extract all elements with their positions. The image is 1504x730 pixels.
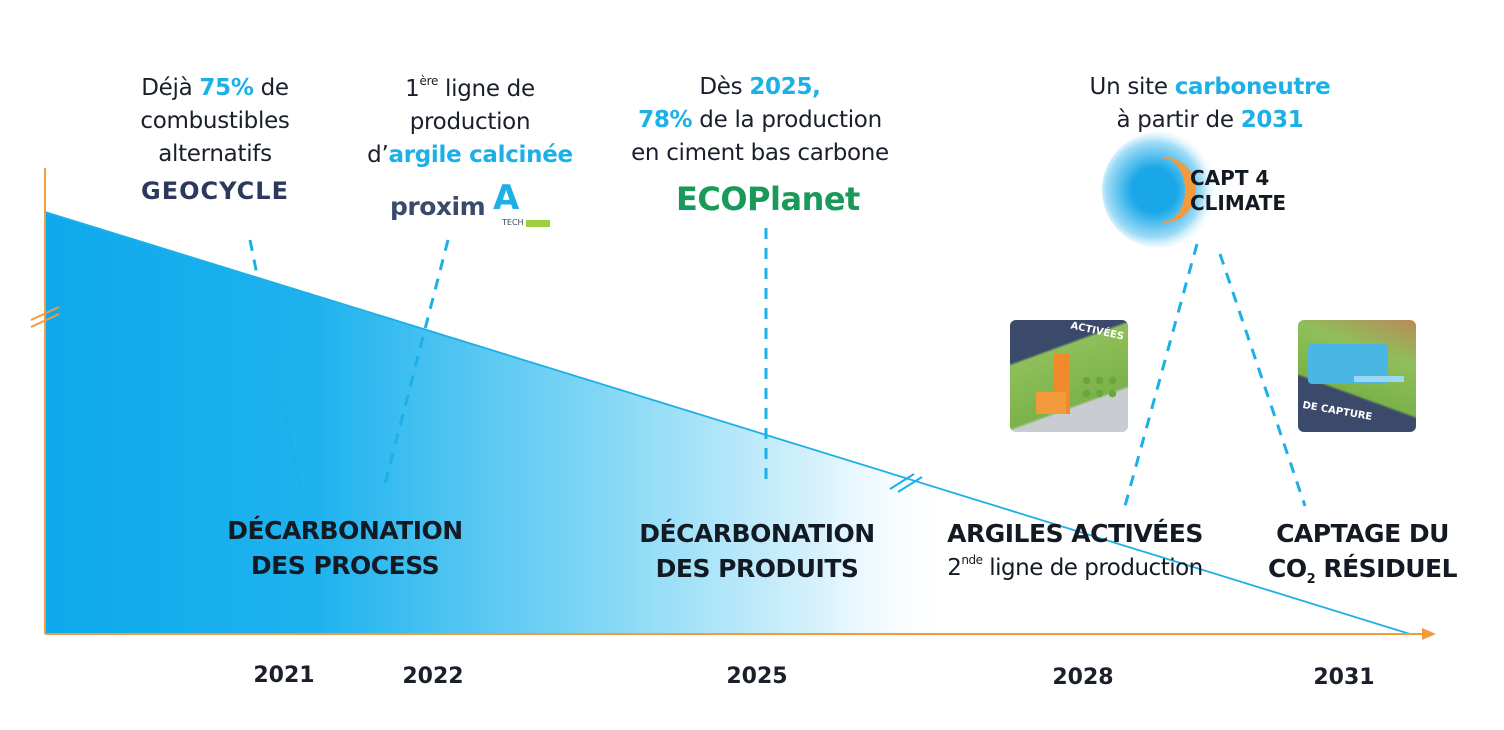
phase-produits-line1: DÉCARBONATION xyxy=(639,519,875,548)
capt4climate-line2: CLIMATE xyxy=(1190,191,1286,215)
m2025-highlight-pct: 78% xyxy=(638,107,693,133)
m2025-highlight-year: 2025, xyxy=(749,74,821,100)
connector-2021 xyxy=(248,239,302,489)
proxim-a-icon: A xyxy=(493,178,520,218)
argiles-activees-illustration: ACTIVÉES xyxy=(1010,320,1128,432)
year-2021: 2021 xyxy=(253,663,315,688)
ecoplanet-eco: ECO xyxy=(676,180,748,218)
phase-captage-co: CO xyxy=(1267,554,1307,583)
phase-captage-line1: CAPTAGE DU xyxy=(1276,519,1449,548)
connector-2028 xyxy=(1123,243,1199,507)
m2022-ordinal-sup: ère xyxy=(419,74,439,89)
phase-process-line2: DES PROCESS xyxy=(250,551,440,580)
m2022-ordinal: 1 xyxy=(405,76,420,102)
phase-argiles-line1: ARGILES ACTIVÉES xyxy=(947,519,1203,548)
phase-argiles-ordinal-sup: nde xyxy=(961,553,983,568)
ecoplanet-planet: Planet xyxy=(747,180,860,218)
captage-illus-pipe xyxy=(1354,376,1404,382)
m2022-line1: ligne de xyxy=(438,76,535,102)
year-2031: 2031 xyxy=(1313,665,1375,690)
m2021-text-pre: Déjà xyxy=(141,75,200,101)
m2025-line3: en ciment bas carbone xyxy=(631,140,889,166)
connector-2022 xyxy=(382,239,450,489)
m2025-text-pre: Dès xyxy=(699,74,750,100)
geocycle-logo: GEOCYCLE xyxy=(141,177,289,205)
phase-decarbonation-process: DÉCARBONATION DES PROCESS xyxy=(200,513,490,583)
x-axis-arrowhead xyxy=(1422,628,1436,640)
phase-argiles-activees: ARGILES ACTIVÉES 2nde ligne de productio… xyxy=(920,516,1230,586)
proxim-tech-label: TECH xyxy=(502,218,524,227)
year-2028: 2028 xyxy=(1052,665,1114,690)
phase-produits-line2: DES PRODUITS xyxy=(655,554,859,583)
y-axis-break xyxy=(30,306,60,328)
m2025-line2: de la production xyxy=(692,107,882,133)
phase-decarbonation-produits: DÉCARBONATION DES PRODUITS xyxy=(612,516,902,586)
capt4climate-line1: CAPT 4 xyxy=(1190,166,1270,190)
trajectory-line xyxy=(44,211,1411,635)
m2031-text-pre: Un site xyxy=(1089,74,1175,100)
m2021-line3: alternatifs xyxy=(158,141,272,167)
m2031-line2: à partir de xyxy=(1116,107,1241,133)
connector-2031 xyxy=(1218,253,1307,507)
year-2025: 2025 xyxy=(726,664,788,689)
proxim-zero-badge xyxy=(526,220,550,227)
argiles-illus-trees xyxy=(1080,374,1120,400)
proximtech-logo: proxim A TECH xyxy=(390,178,570,232)
m2031-highlight-year: 2031 xyxy=(1240,107,1304,133)
m2021-highlight: 75% xyxy=(199,75,254,101)
milestone-2021: Déjà 75% de combustibles alternatifs xyxy=(110,72,320,171)
phase-argiles-ordinal: 2 xyxy=(947,555,962,581)
m2021-line2: combustibles xyxy=(140,108,290,134)
proxim-wordmark: proxim xyxy=(390,192,486,221)
captage-illustration: DE CAPTURE xyxy=(1298,320,1416,432)
phase-argiles-subtitle: ligne de production xyxy=(982,555,1203,581)
milestone-2022: 1ère ligne de production d’argile calcin… xyxy=(340,73,600,172)
m2021-text-post: de xyxy=(253,75,289,101)
milestone-2031: Un site carboneutre à partir de 2031 xyxy=(1065,71,1355,137)
m2031-highlight: carboneutre xyxy=(1174,74,1331,100)
m2022-highlight: argile calcinée xyxy=(388,142,573,168)
phase-captage-co2: CAPTAGE DU CO2 RÉSIDUEL xyxy=(1250,516,1475,586)
phase-captage-co-subscript: 2 xyxy=(1306,572,1316,587)
capt4climate-sun-icon xyxy=(1102,132,1218,248)
ecoplanet-logo: ECOPlanet xyxy=(676,180,860,218)
milestone-2025: Dès 2025, 78% de la production en ciment… xyxy=(590,71,930,170)
capt4climate-logo: CAPT 4 CLIMATE xyxy=(1190,166,1286,216)
phase-captage-residuel: RÉSIDUEL xyxy=(1315,554,1458,583)
line-break-mark xyxy=(889,473,923,493)
year-2022: 2022 xyxy=(402,664,464,689)
m2022-line3-pre: d’ xyxy=(367,142,389,168)
phase-process-line1: DÉCARBONATION xyxy=(227,516,463,545)
argiles-illus-building xyxy=(1036,392,1066,414)
m2022-line2: production xyxy=(409,109,531,135)
